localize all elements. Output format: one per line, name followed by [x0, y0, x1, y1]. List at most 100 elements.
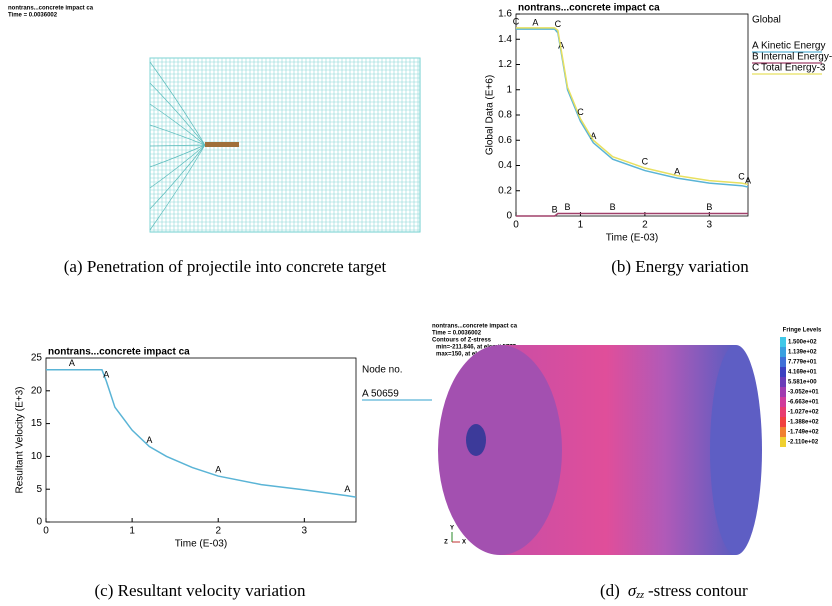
- fringe-swatch: [780, 357, 786, 367]
- fringe-label: 1.139e+02: [788, 350, 817, 356]
- legend-title: Node no.: [362, 365, 403, 376]
- series-line: [516, 28, 748, 185]
- fringe-label: -2.110e+02: [788, 440, 819, 446]
- fringe-swatch: [780, 407, 786, 417]
- curve-label: C: [555, 19, 562, 29]
- curve-label: C: [738, 172, 745, 182]
- fringe-swatch: [780, 437, 786, 447]
- x-tick-label: 1: [129, 526, 135, 537]
- fringe-label: 5.581e+00: [788, 380, 817, 386]
- fringe-swatch: [780, 367, 786, 377]
- y-tick-label: 15: [31, 418, 43, 429]
- curve-label: B: [610, 202, 616, 212]
- curve-label: B: [552, 204, 558, 214]
- y-axis-label: Global Data (E+6): [485, 75, 496, 155]
- curve-label: A: [146, 435, 152, 445]
- x-tick-label: 3: [707, 220, 713, 231]
- legend-marker: A: [362, 389, 369, 400]
- x-axis-label: Time (E-03): [606, 233, 658, 244]
- fringe-label: 7.779e+01: [788, 360, 817, 366]
- fringe-label: -6.663e+01: [788, 400, 819, 406]
- y-tick-label: 1: [506, 84, 512, 95]
- caption-subscript: zz: [635, 590, 644, 601]
- legend-label: Kinetic Energy: [761, 41, 825, 52]
- triad-label: X: [462, 540, 466, 546]
- chart-title: nontrans...concrete impact ca: [48, 347, 190, 358]
- y-tick-label: 0.2: [498, 185, 512, 196]
- series-line: [46, 370, 356, 497]
- caption: (b) Energy variation: [611, 257, 749, 276]
- x-tick-label: 1: [578, 220, 584, 231]
- caption-rest: -stress contour: [648, 581, 748, 600]
- y-tick-label: 1.2: [498, 59, 512, 70]
- fringe-swatch: [780, 387, 786, 397]
- fringe-label: 1.500e+02: [788, 340, 817, 346]
- plot-frame: [516, 14, 748, 216]
- y-tick-label: 0: [506, 211, 512, 222]
- sim-title: nontrans...concrete impact ca: [432, 324, 518, 330]
- fringe-swatch: [780, 337, 786, 347]
- y-tick-label: 0: [36, 517, 42, 528]
- legend-label: Internal Energy-2: [761, 52, 832, 63]
- y-tick-label: 0.4: [498, 160, 512, 171]
- triad-label: Y: [450, 526, 454, 532]
- fringe-label: -1.749e+02: [788, 430, 819, 436]
- crater: [466, 424, 486, 456]
- y-tick-label: 0.8: [498, 110, 512, 121]
- legend-marker: A: [752, 41, 759, 52]
- y-tick-label: 1.6: [498, 9, 512, 20]
- fringe-title: Fringe Levels: [783, 328, 822, 334]
- legend-marker: B: [752, 52, 759, 63]
- curve-label: C: [577, 107, 584, 117]
- fringe-swatch: [780, 397, 786, 407]
- fringe-label: -1.388e+02: [788, 420, 819, 426]
- fringe-swatch: [780, 347, 786, 357]
- sim-title: nontrans...concrete impact ca: [8, 6, 94, 12]
- legend-label: Total Energy-3: [761, 63, 826, 74]
- curve-label: C: [642, 156, 649, 166]
- caption-label: (d): [600, 581, 620, 600]
- fringe-label: 4.169e+01: [788, 370, 817, 376]
- curve-label: B: [706, 202, 712, 212]
- y-tick-label: 20: [31, 385, 43, 396]
- x-tick-label: 2: [215, 526, 221, 537]
- fringe-label: -1.027e+02: [788, 410, 819, 416]
- y-tick-label: 10: [31, 451, 43, 462]
- y-tick-label: 25: [31, 353, 43, 364]
- y-tick-label: 1.4: [498, 34, 512, 45]
- sim-time: Time = 0.0036002: [8, 13, 58, 19]
- fringe-label: -3.052e+01: [788, 390, 819, 396]
- curve-label: A: [532, 18, 538, 28]
- curve-label: B: [565, 202, 571, 212]
- x-axis-label: Time (E-03): [175, 539, 227, 550]
- fringe-swatch: [780, 427, 786, 437]
- plot-frame: [46, 358, 356, 522]
- projectile: [205, 142, 239, 147]
- x-tick-label: 0: [513, 220, 519, 231]
- curve-label: A: [103, 369, 109, 379]
- chart-title: nontrans...concrete impact ca: [518, 3, 660, 14]
- caption: (d)σzz-stress contour: [600, 581, 748, 601]
- caption: (c) Resultant velocity variation: [94, 581, 306, 600]
- caption: (a) Penetration of projectile into concr…: [64, 257, 387, 276]
- page: nontrans...concrete impact ca Time = 0.0…: [0, 0, 832, 606]
- cylinder: [438, 345, 762, 555]
- y-tick-label: 5: [36, 484, 42, 495]
- legend-title: Global: [752, 15, 781, 26]
- fringe-swatch: [780, 377, 786, 387]
- sim-time: Time = 0.0036002: [432, 331, 482, 337]
- curve-label: C: [513, 16, 520, 26]
- fringe-swatch: [780, 417, 786, 427]
- x-tick-label: 0: [43, 526, 49, 537]
- legend-marker: C: [752, 63, 759, 74]
- sim-contour: Contours of Z-stress: [432, 338, 492, 344]
- curve-label: A: [344, 484, 350, 494]
- triad-label: Z: [444, 540, 448, 546]
- curve-label: A: [215, 464, 221, 474]
- curve-label: A: [69, 358, 75, 368]
- cylinder-end: [710, 345, 762, 555]
- mesh: [150, 58, 420, 232]
- cylinder-face: [438, 345, 562, 555]
- x-tick-label: 2: [642, 220, 648, 231]
- figure: nontrans...concrete impact ca Time = 0.0…: [0, 0, 832, 606]
